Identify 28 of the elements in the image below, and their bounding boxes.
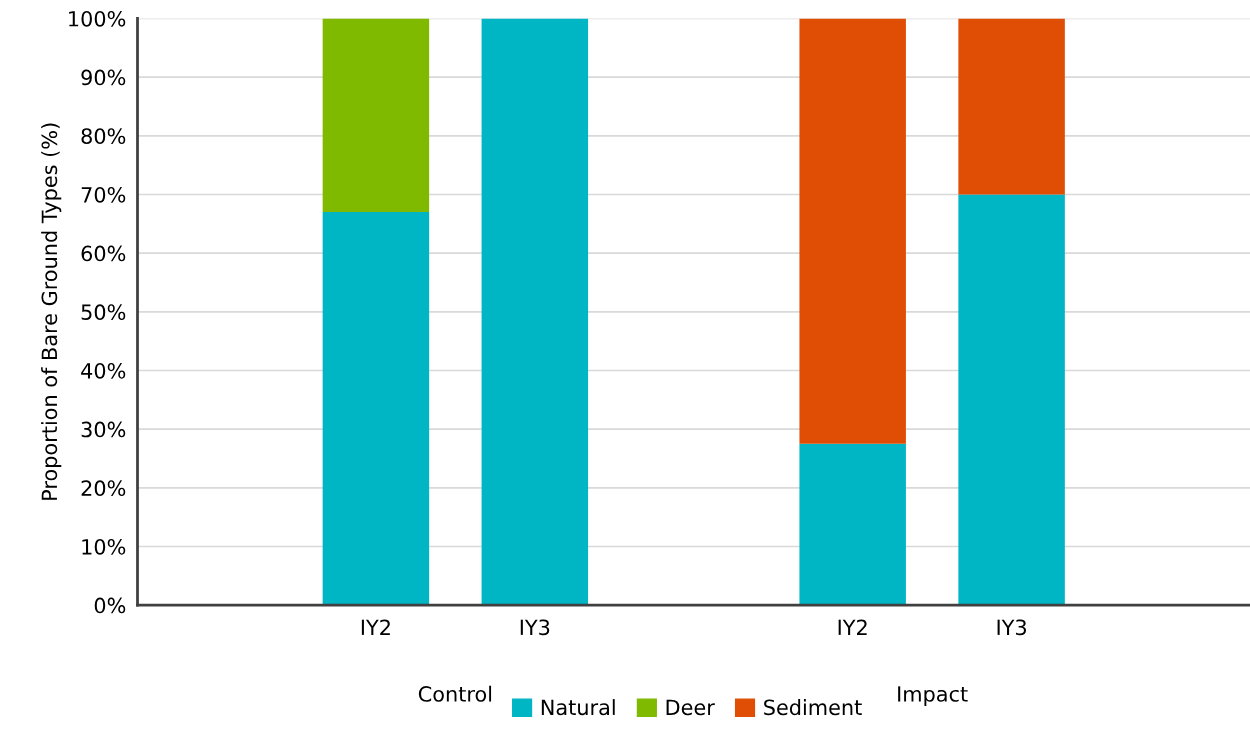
bar <box>958 18 1065 195</box>
y-tick-label: 30% <box>81 421 126 438</box>
bar <box>322 212 430 606</box>
legend-label: Sediment <box>764 699 862 716</box>
y-tick-label: 10% <box>82 538 126 555</box>
x-tick-label: IY3 <box>520 619 550 636</box>
y-tick-label: 80% <box>81 128 126 144</box>
text: Control <box>418 685 492 702</box>
y-axis-title: Proportion of Bare Ground Types (%) <box>41 123 62 500</box>
y-tick-label: 20% <box>81 480 126 497</box>
legend-label: Natural <box>541 699 615 716</box>
y-tick-label: 100% <box>69 10 126 27</box>
y-tick-label: 40% <box>81 362 126 379</box>
y-tick-label: 0% <box>94 597 126 614</box>
bar <box>322 18 430 213</box>
x-tick-label: IY2 <box>361 619 390 635</box>
bar <box>481 18 589 606</box>
text: Impact <box>898 686 968 706</box>
bar <box>799 18 906 444</box>
y-tick-label: 90% <box>81 69 126 86</box>
x-tick-label: IY3 <box>997 619 1026 636</box>
y-tick-label: 70% <box>81 186 126 203</box>
legend-label: Deer <box>666 699 715 716</box>
y-tick-label: 60% <box>81 245 126 262</box>
bar <box>799 443 906 606</box>
x-tick-label: IY2 <box>838 619 867 635</box>
bar <box>958 194 1065 606</box>
y-tick-label: 50% <box>81 304 126 321</box>
